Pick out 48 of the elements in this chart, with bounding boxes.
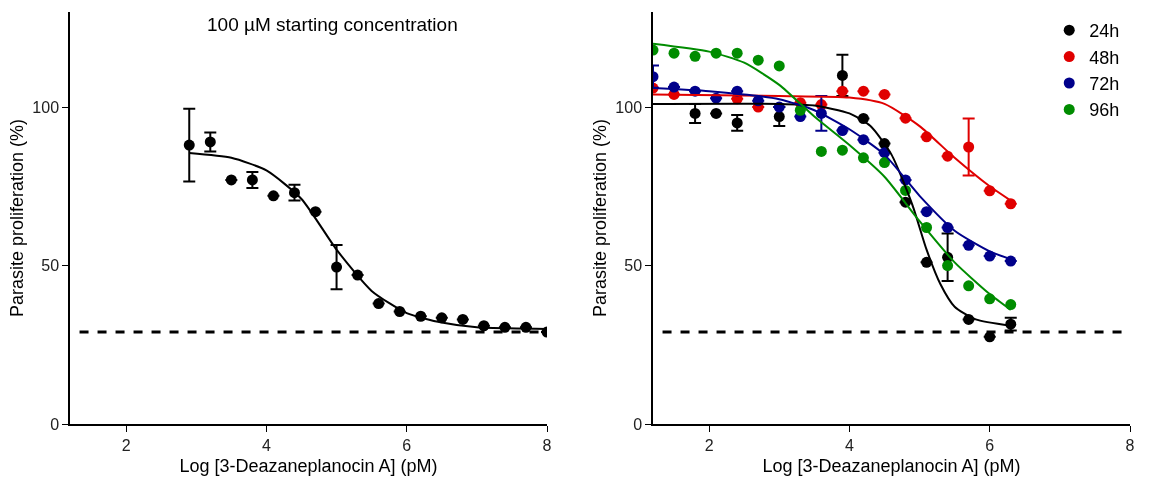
point xyxy=(942,260,954,272)
point xyxy=(878,157,890,169)
x-tick-label: 2 xyxy=(121,436,131,454)
y-tick-label: 0 xyxy=(50,415,60,433)
point xyxy=(457,313,469,325)
point xyxy=(752,54,764,66)
point xyxy=(857,85,869,97)
y-tick-label: 50 xyxy=(41,257,60,275)
x-tick-label: 6 xyxy=(985,436,995,454)
point xyxy=(836,144,848,156)
point xyxy=(963,239,975,251)
point xyxy=(267,190,279,202)
y-tick-label: 50 xyxy=(624,257,643,275)
point xyxy=(963,141,975,153)
y-tick-label: 0 xyxy=(633,415,643,433)
legend-label: 96h xyxy=(1089,100,1120,121)
x-tick-label: 4 xyxy=(261,436,271,454)
point xyxy=(225,174,237,186)
point xyxy=(331,261,343,273)
x-axis-title: Log [3-Deazaneplanocin A] (pM) xyxy=(762,455,1021,476)
legend-label: 24h xyxy=(1089,21,1120,42)
point xyxy=(1005,198,1017,210)
point xyxy=(710,107,722,119)
point xyxy=(815,145,827,157)
point xyxy=(183,139,195,151)
chart-title: 100 µM starting concentration xyxy=(207,14,458,35)
y-tick-label: 100 xyxy=(615,98,643,116)
point xyxy=(773,60,785,72)
legend-label: 48h xyxy=(1089,47,1120,68)
y-axis-title: Parasite proliferation (%) xyxy=(7,118,28,318)
legend-label: 72h xyxy=(1089,74,1120,95)
point xyxy=(731,47,743,59)
point xyxy=(373,298,385,310)
y-axis-title: Parasite proliferation (%) xyxy=(590,118,611,318)
x-tick-label: 2 xyxy=(704,436,714,454)
point xyxy=(836,69,848,81)
point xyxy=(878,88,890,100)
point xyxy=(921,206,933,218)
point xyxy=(836,85,848,97)
x-tick-label: 8 xyxy=(542,436,552,454)
x-tick-label: 8 xyxy=(1125,436,1135,454)
x-tick-label: 4 xyxy=(844,436,854,454)
y-tick-label: 100 xyxy=(32,98,60,116)
point xyxy=(689,50,701,62)
x-tick-label: 6 xyxy=(402,436,412,454)
point xyxy=(668,47,680,59)
x-axis-title: Log [3-Deazaneplanocin A] (pM) xyxy=(179,455,438,476)
point xyxy=(963,280,975,292)
